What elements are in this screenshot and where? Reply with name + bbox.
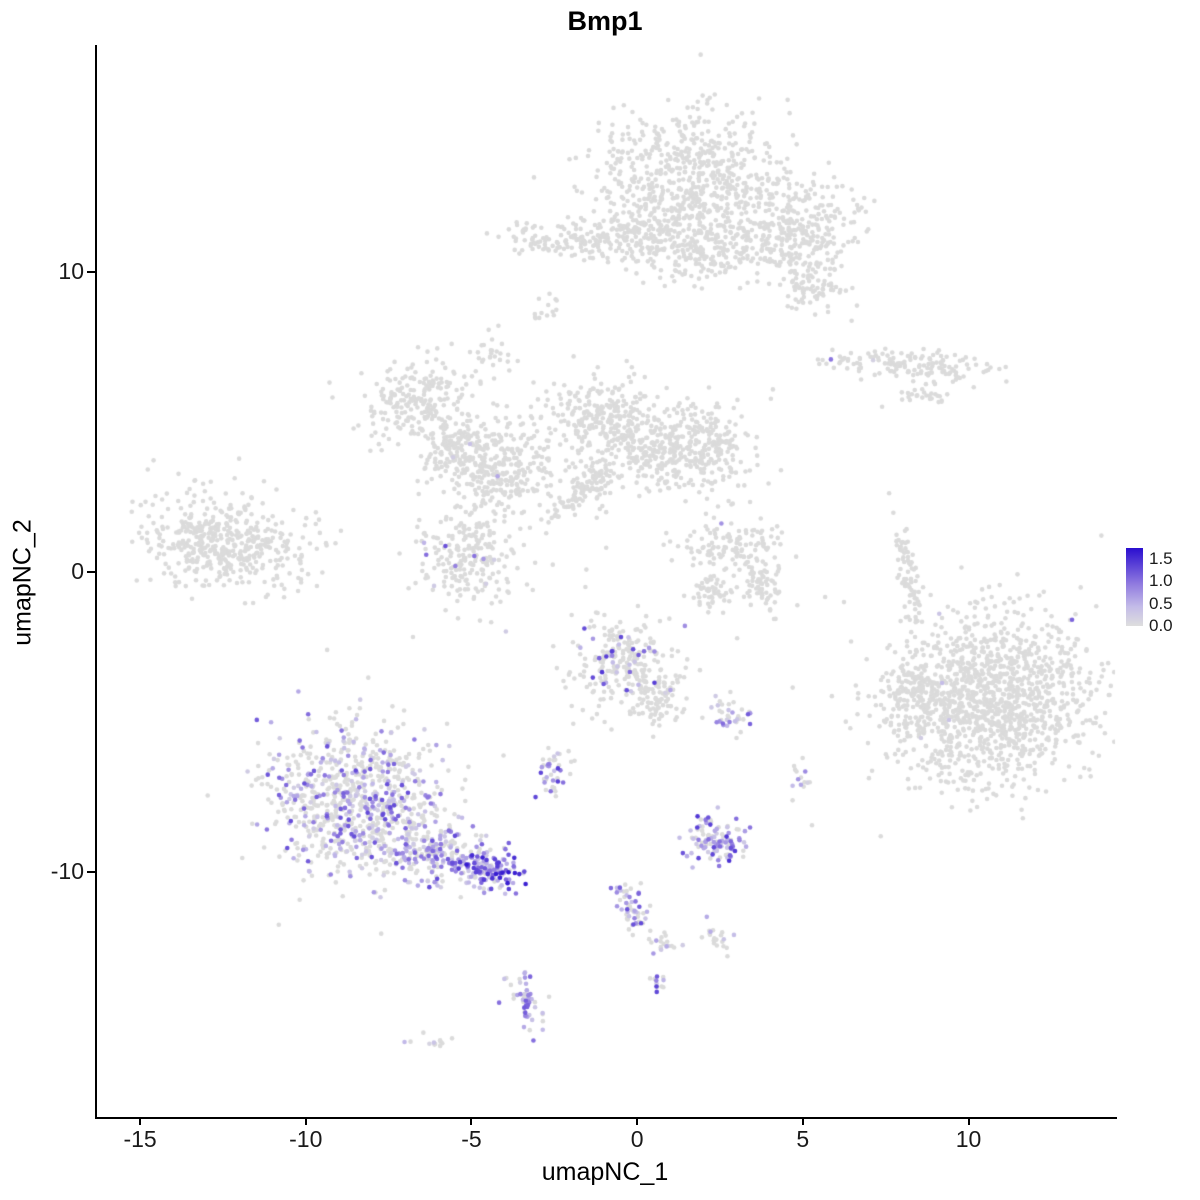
legend-tick-label: 1.0 xyxy=(1149,571,1173,591)
y-tick-label: -10 xyxy=(50,857,84,884)
y-tick-mark xyxy=(87,271,95,274)
y-tick-label: 10 xyxy=(58,258,84,285)
x-tick-label: 0 xyxy=(630,1126,644,1152)
x-tick-label: 10 xyxy=(955,1126,982,1152)
x-axis-label: umapNC_1 xyxy=(541,1158,669,1186)
x-tick-mark xyxy=(636,1117,639,1125)
legend-tick-label: 0.5 xyxy=(1149,593,1173,613)
y-tick-mark xyxy=(87,870,95,873)
x-tick-mark xyxy=(801,1117,804,1125)
y-axis-label: umapNC_2 xyxy=(8,519,37,646)
x-tick-label: -5 xyxy=(461,1126,482,1152)
x-tick-mark xyxy=(304,1117,307,1125)
x-tick-label: -10 xyxy=(289,1126,323,1152)
legend-tick-label: 1.5 xyxy=(1149,549,1173,569)
x-tick-mark xyxy=(967,1117,970,1125)
x-tick-label: 5 xyxy=(796,1126,810,1152)
x-tick-label: -15 xyxy=(123,1126,157,1152)
legend-gradient-bar xyxy=(1126,548,1143,626)
y-tick-label: 0 xyxy=(71,558,84,584)
x-tick-mark xyxy=(139,1117,142,1125)
x-tick-mark xyxy=(470,1117,473,1125)
legend-tick-label: 0.0 xyxy=(1149,616,1173,635)
y-tick-mark xyxy=(87,571,95,573)
